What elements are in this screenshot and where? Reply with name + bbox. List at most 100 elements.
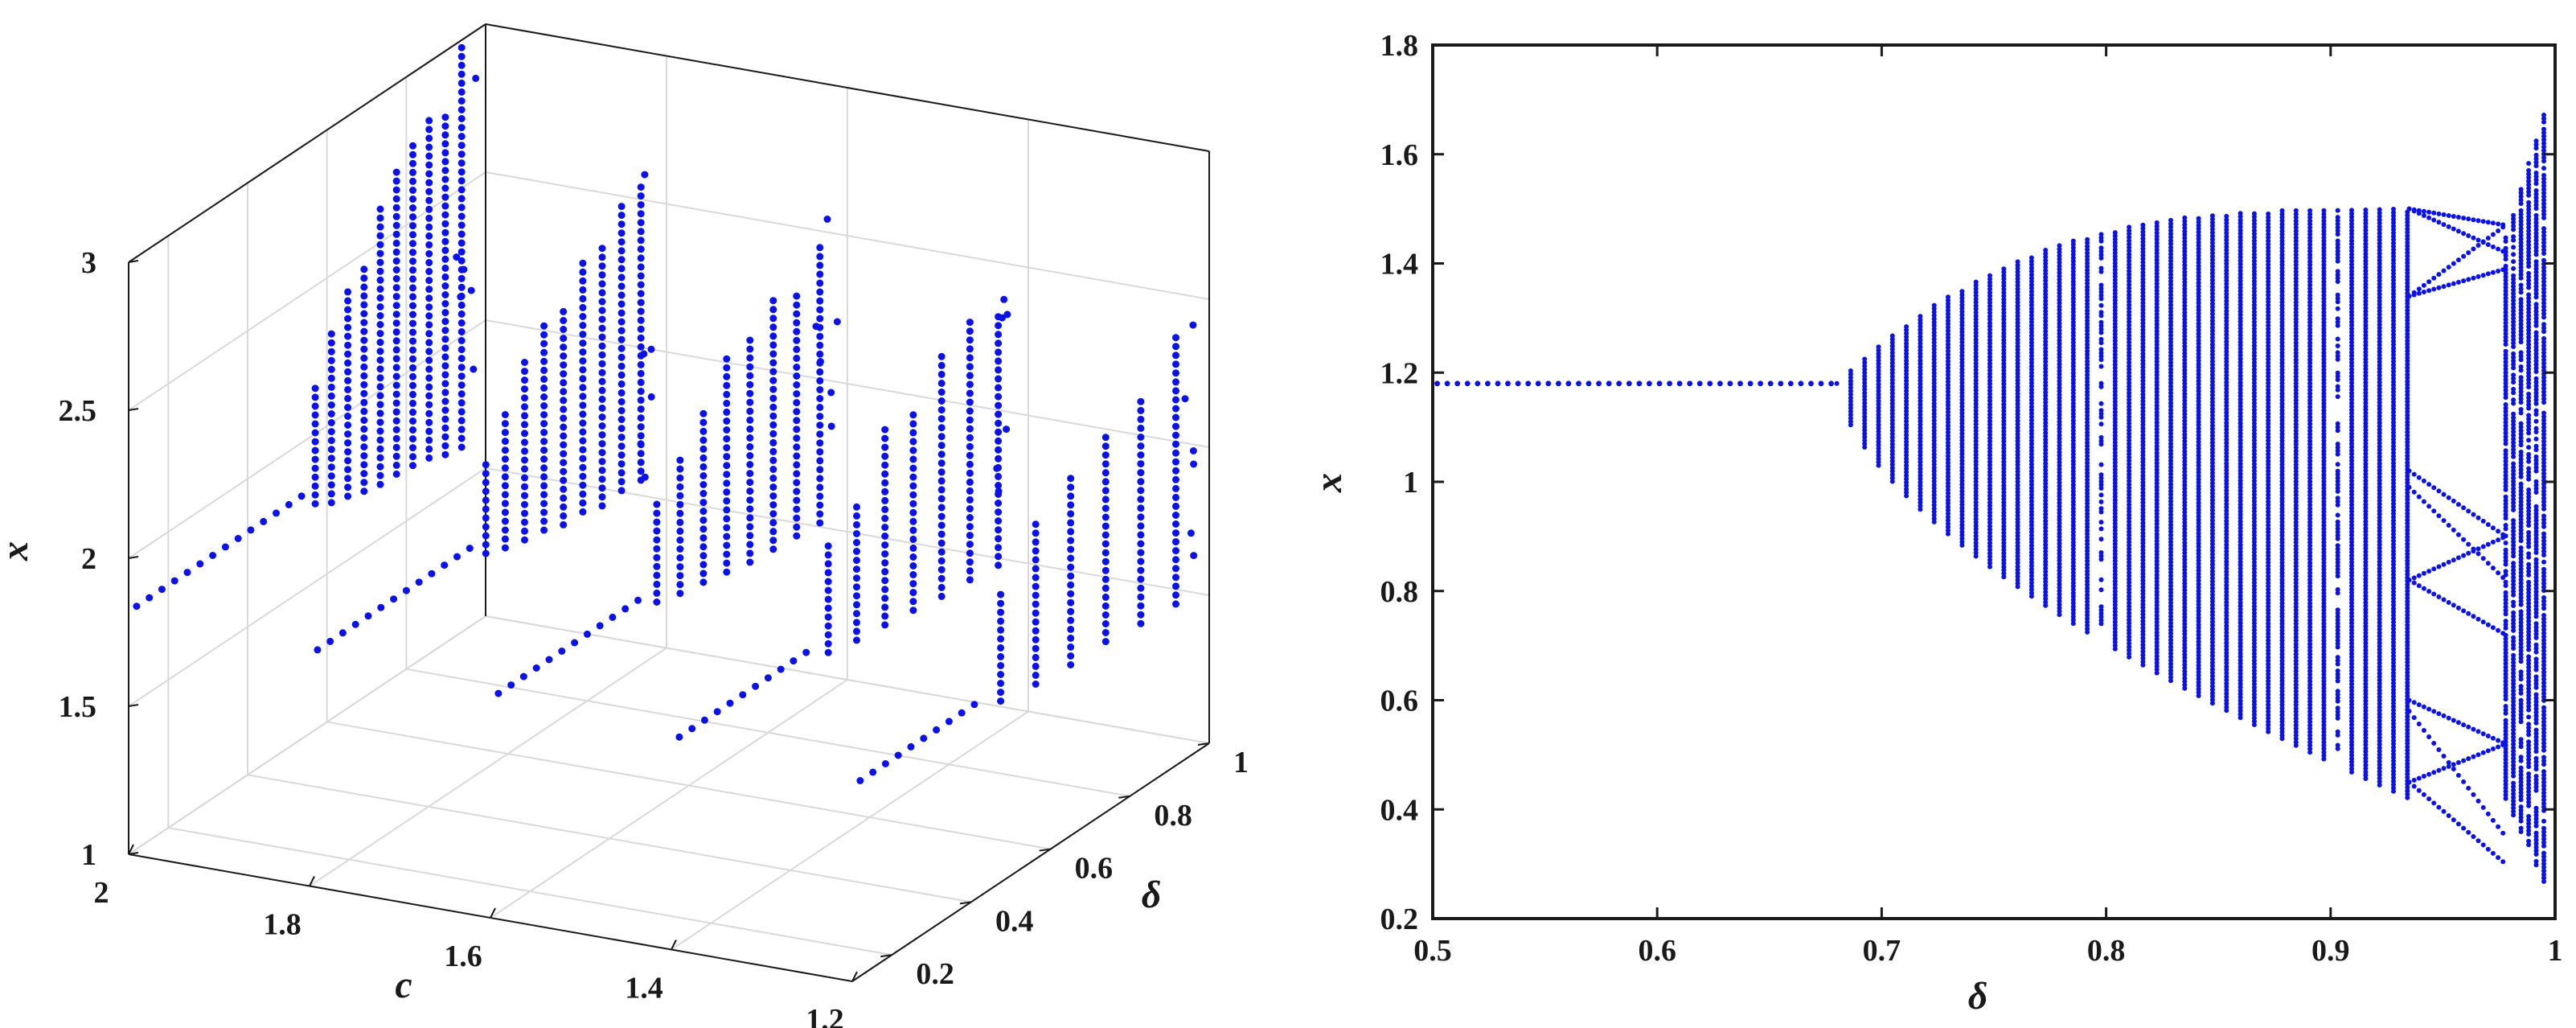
data-point: [2251, 529, 2257, 535]
data-point: [853, 548, 860, 555]
data-point: [1818, 380, 1824, 387]
data-point: [1946, 494, 1950, 500]
data-point: [2127, 333, 2132, 339]
data-point: [2043, 586, 2049, 591]
data-point: [1798, 380, 1804, 387]
data-point: [2279, 343, 2285, 349]
data-point: [2127, 312, 2132, 318]
data-point: [2266, 705, 2271, 711]
data-point: [2182, 269, 2188, 275]
data-point: [2307, 232, 2313, 237]
data-point: [2224, 356, 2229, 361]
data-point: [1876, 389, 1881, 393]
data-point: [2057, 375, 2062, 380]
data-point: [2266, 485, 2271, 491]
data-point: [2182, 259, 2188, 265]
data-point: [560, 458, 568, 467]
data-point: [1987, 510, 1992, 516]
data-point: [441, 300, 449, 307]
data-point: [2028, 522, 2034, 528]
data-point: [2127, 401, 2132, 406]
data-point: [579, 286, 587, 294]
data-point: [598, 449, 606, 457]
data-point: [2293, 472, 2299, 478]
data-point: [2182, 475, 2188, 481]
data-point: [2224, 562, 2229, 568]
data-point: [647, 345, 655, 353]
data-point: [2182, 340, 2188, 346]
data-point: [2127, 339, 2132, 345]
data-point: [2140, 520, 2146, 526]
data-point: [2251, 261, 2257, 267]
data-point: [2127, 556, 2132, 561]
data-point: [1848, 395, 1853, 401]
data-point: [2307, 509, 2313, 515]
data-point: [2209, 500, 2215, 506]
data-point: [2321, 523, 2327, 528]
data-point: [2321, 279, 2327, 285]
data-point: [2001, 466, 2007, 471]
data-point: [1172, 547, 1179, 555]
data-point: [327, 428, 335, 436]
data-point: [2307, 259, 2313, 265]
data-point: [2070, 607, 2076, 613]
data-point: [2154, 413, 2160, 418]
data-point: [995, 339, 1003, 347]
data-point: [521, 412, 528, 420]
data-point: [2127, 607, 2132, 612]
data-point: [2015, 357, 2020, 363]
data-point: [2127, 319, 2132, 325]
data-point: [1101, 513, 1110, 521]
data-point: [2168, 417, 2173, 423]
data-point: [2028, 292, 2034, 298]
data-point: [2293, 401, 2299, 406]
data-point: [2001, 571, 2007, 576]
data-point: [2168, 529, 2173, 534]
data-point: [2043, 389, 2049, 395]
data-point: [2057, 321, 2062, 327]
data-point: [2057, 260, 2062, 265]
data-point: [1848, 385, 1853, 390]
data-point: [2209, 352, 2215, 357]
data-point: [1946, 325, 1950, 330]
data-point: [2140, 297, 2146, 302]
data-point: [966, 425, 974, 433]
data-point: [2057, 352, 2062, 357]
data-point: [2293, 327, 2299, 332]
data-point: [2266, 651, 2271, 656]
data-point: [598, 440, 606, 448]
data-point: [2251, 363, 2257, 368]
data-point: [2209, 298, 2215, 303]
data-point: [1889, 451, 1895, 457]
data-point: [457, 443, 466, 451]
data-point: [1987, 496, 1992, 502]
data-point: [2266, 627, 2271, 633]
data-point: [2209, 308, 2215, 313]
data-point: [2015, 553, 2020, 559]
data-point: [816, 483, 824, 491]
data-point: [2140, 456, 2146, 462]
data-point: [2307, 289, 2313, 294]
data-point: [1931, 502, 1937, 508]
data-point: [2224, 586, 2229, 591]
data-point: [540, 526, 548, 534]
data-point: [2015, 259, 2020, 265]
data-point: [2279, 276, 2285, 281]
data-point: [2196, 669, 2201, 675]
data-point: [2209, 552, 2215, 557]
data-point: [1889, 479, 1895, 484]
data-point: [2196, 280, 2201, 286]
data-point: [2098, 252, 2104, 257]
data-point: [966, 469, 974, 477]
data-point: [1904, 351, 1909, 356]
data-point: [2182, 679, 2188, 685]
data-point: [2279, 580, 2285, 586]
data-point: [2057, 544, 2062, 549]
data-point: [793, 523, 801, 531]
data-point: [2321, 570, 2327, 576]
data-point: [1987, 378, 1992, 384]
data-point: [2307, 310, 2313, 315]
data-point: [1137, 434, 1145, 441]
data-point: [1889, 370, 1895, 376]
data-point: [2251, 421, 2257, 426]
